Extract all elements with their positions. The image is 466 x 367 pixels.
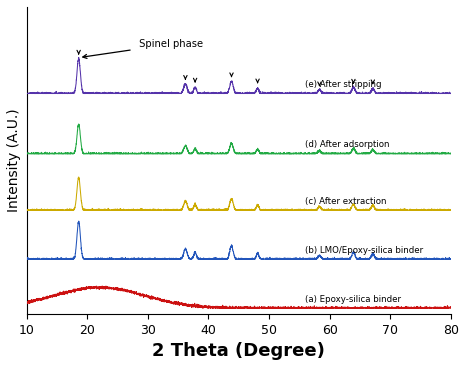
Text: (e) After stripping: (e) After stripping <box>306 80 382 89</box>
Text: (a) Epoxy-silica binder: (a) Epoxy-silica binder <box>306 295 402 304</box>
Text: (b) LMO/Epoxy-silica binder: (b) LMO/Epoxy-silica binder <box>306 246 424 255</box>
Text: (d) After adsorption: (d) After adsorption <box>306 140 390 149</box>
X-axis label: 2 Theta (Degree): 2 Theta (Degree) <box>152 342 325 360</box>
Y-axis label: Intensity (A.U.): Intensity (A.U.) <box>7 109 21 212</box>
Text: (c) After extraction: (c) After extraction <box>306 197 387 206</box>
Text: Spinel phase: Spinel phase <box>83 39 203 58</box>
